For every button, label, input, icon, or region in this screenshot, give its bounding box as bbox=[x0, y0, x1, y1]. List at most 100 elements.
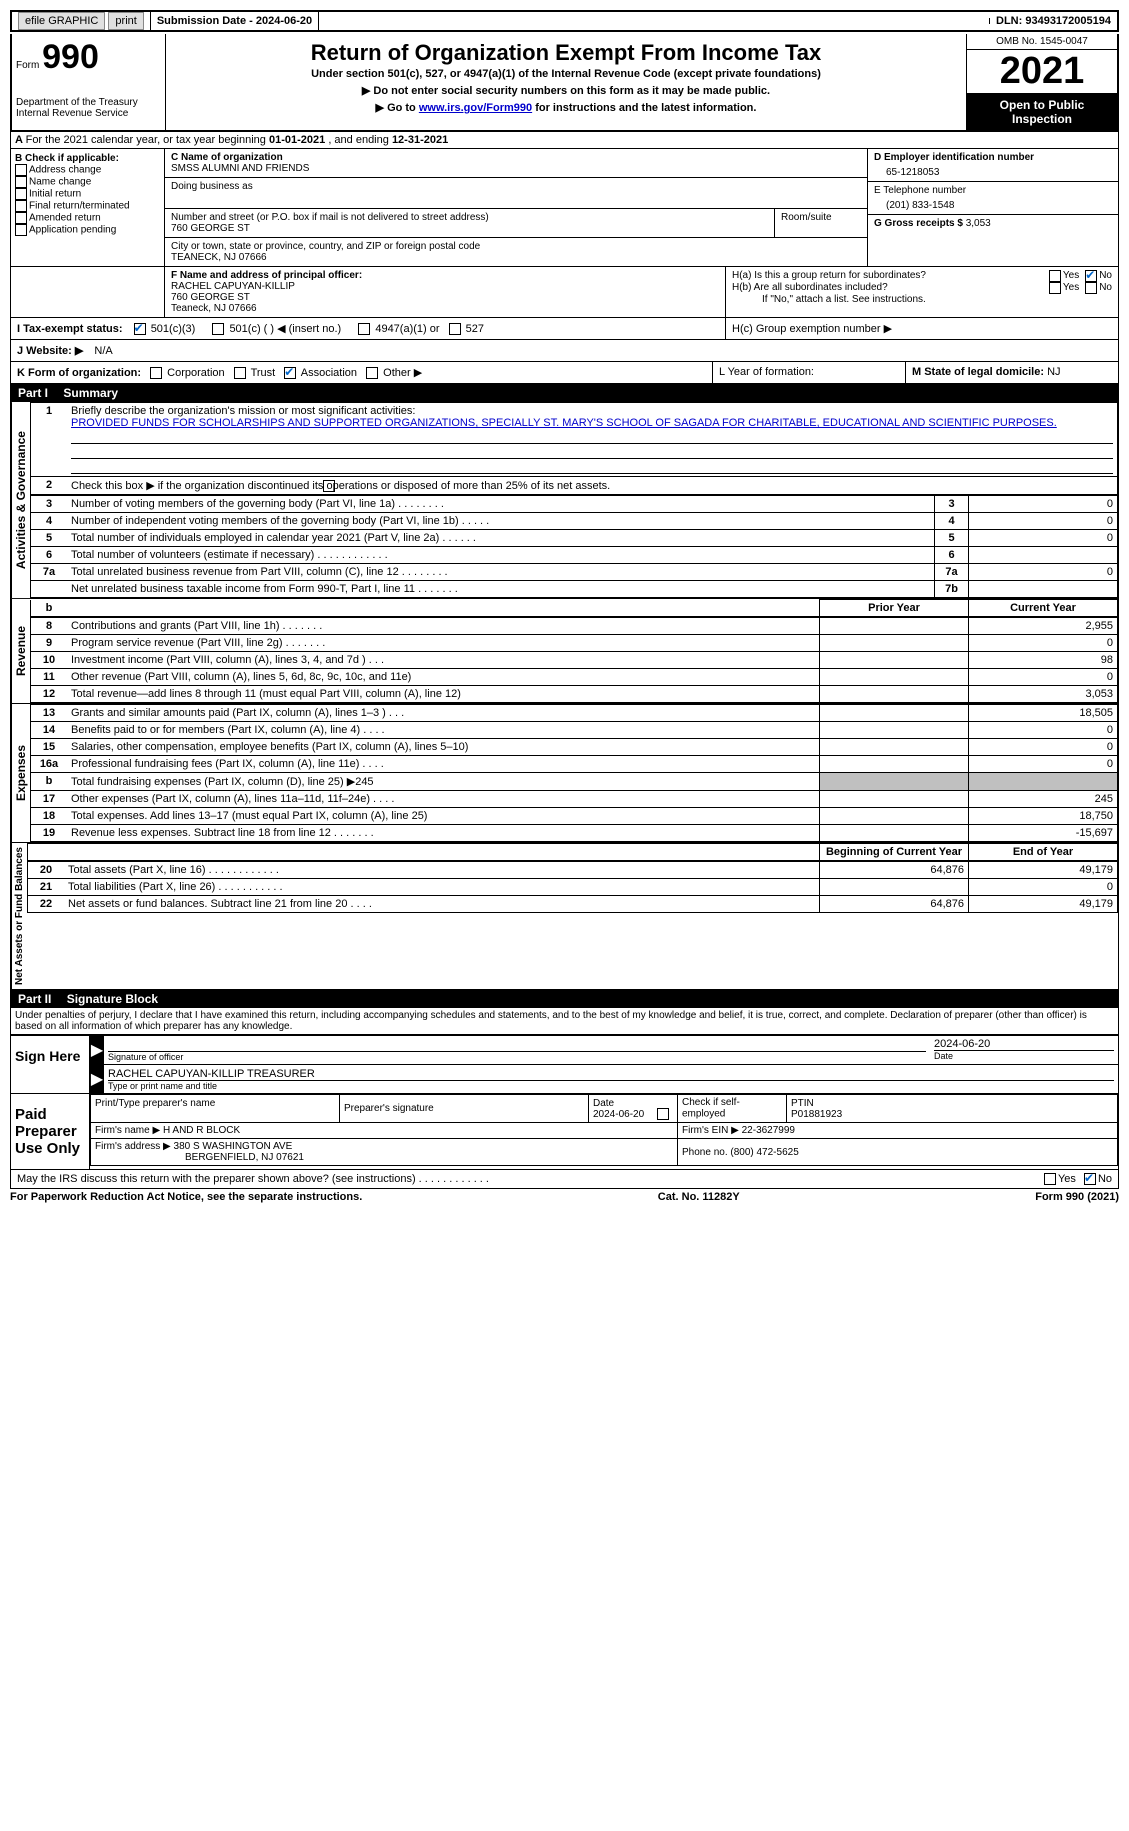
name-change: Name change bbox=[29, 177, 91, 188]
hc-label: H(c) Group exemption number ▶ bbox=[725, 318, 1118, 339]
sig-date-value: 2024-06-20 bbox=[934, 1038, 1114, 1050]
dln-label: DLN: bbox=[996, 15, 1025, 27]
officer-name: RACHEL CAPUYAN-KILLIP bbox=[171, 281, 719, 292]
name-change-check[interactable] bbox=[15, 176, 27, 188]
section-b-label: B Check if applicable: bbox=[15, 153, 160, 164]
amended-return: Amended return bbox=[29, 213, 101, 224]
end-year-header: End of Year bbox=[969, 844, 1118, 861]
public-inspection: Open to Public Inspection bbox=[967, 94, 1117, 130]
sign-here-label: Sign Here bbox=[11, 1036, 90, 1093]
prior-year-header: Prior Year bbox=[820, 600, 969, 617]
assoc-check[interactable] bbox=[284, 367, 296, 379]
website-value: N/A bbox=[94, 345, 112, 357]
hb-yes-check[interactable] bbox=[1049, 282, 1061, 294]
ha-yes-check[interactable] bbox=[1049, 270, 1061, 282]
begin-year-header: Beginning of Current Year bbox=[820, 844, 969, 861]
discontinue-check[interactable] bbox=[323, 480, 335, 492]
type-name-label: Type or print name and title bbox=[108, 1080, 1114, 1091]
yes-label-2: Yes bbox=[1063, 282, 1079, 294]
ha-no-check[interactable] bbox=[1085, 270, 1097, 282]
dln-value: 93493172005194 bbox=[1025, 15, 1111, 27]
pending-check[interactable] bbox=[15, 224, 27, 236]
opt-other: Other ▶ bbox=[383, 367, 422, 379]
firm-ein-label: Firm's EIN ▶ bbox=[682, 1125, 742, 1136]
no-label: No bbox=[1099, 270, 1112, 282]
vlabel-exp: Expenses bbox=[11, 704, 30, 842]
ein-value: 65-1218053 bbox=[874, 163, 1112, 178]
officer-name-title: RACHEL CAPUYAN-KILLIP TREASURER bbox=[108, 1068, 1114, 1080]
org-name: SMSS ALUMNI AND FRIENDS bbox=[171, 163, 861, 174]
no-label-2: No bbox=[1099, 282, 1112, 294]
sub-date: 2024-06-20 bbox=[256, 15, 312, 27]
officer-label: F Name and address of principal officer: bbox=[171, 270, 719, 281]
phone-value: (201) 833-1548 bbox=[874, 196, 1112, 211]
gross-value: 3,053 bbox=[966, 218, 991, 229]
vlabel-rev: Revenue bbox=[11, 599, 30, 703]
street-label: Number and street (or P.O. box if mail i… bbox=[171, 212, 768, 223]
final-check[interactable] bbox=[15, 200, 27, 212]
501c3-check[interactable] bbox=[134, 323, 146, 335]
amended-check[interactable] bbox=[15, 212, 27, 224]
opt-501c3: 501(c)(3) bbox=[151, 323, 196, 335]
firm-phone-label: Phone no. bbox=[682, 1147, 730, 1158]
city-value: TEANECK, NJ 07666 bbox=[171, 252, 861, 263]
form-label: Form bbox=[16, 60, 39, 71]
opt-corp: Corporation bbox=[167, 367, 224, 379]
gross-label: G Gross receipts $ bbox=[874, 218, 966, 229]
527-check[interactable] bbox=[449, 323, 461, 335]
final-return: Final return/terminated bbox=[29, 201, 130, 212]
initial-check[interactable] bbox=[15, 188, 27, 200]
ha-label: H(a) Is this a group return for subordin… bbox=[732, 270, 1049, 282]
corp-check[interactable] bbox=[150, 367, 162, 379]
line2-label: Check this box ▶ if the organization dis… bbox=[71, 480, 610, 492]
print-button[interactable]: print bbox=[108, 12, 143, 30]
4947-check[interactable] bbox=[358, 323, 370, 335]
domicile-label: M State of legal domicile: bbox=[912, 366, 1047, 378]
firm-city: BERGENFIELD, NJ 07621 bbox=[95, 1152, 304, 1163]
arrow-icon-2: ▶ bbox=[90, 1065, 104, 1093]
opt-527: 527 bbox=[466, 323, 484, 335]
ein-label: D Employer identification number bbox=[874, 152, 1112, 163]
opt-assoc: Association bbox=[301, 367, 357, 379]
firm-addr: 380 S WASHINGTON AVE bbox=[174, 1141, 293, 1152]
prep-date: 2024-06-20 bbox=[593, 1109, 644, 1120]
addr-change-check[interactable] bbox=[15, 164, 27, 176]
year-end: 12-31-2021 bbox=[392, 134, 448, 146]
discuss-label: May the IRS discuss this return with the… bbox=[17, 1173, 1044, 1185]
arrow-icon: ▶ bbox=[90, 1036, 104, 1064]
form-title: Return of Organization Exempt From Incom… bbox=[174, 40, 958, 66]
self-emp-check[interactable] bbox=[657, 1108, 669, 1120]
firm-name: H AND R BLOCK bbox=[163, 1125, 240, 1136]
officer-city: Teaneck, NJ 07666 bbox=[171, 303, 719, 314]
discuss-no-check[interactable] bbox=[1084, 1173, 1096, 1185]
hb-note: If "No," attach a list. See instructions… bbox=[732, 294, 1112, 305]
officer-street: 760 GEORGE ST bbox=[171, 292, 719, 303]
other-check[interactable] bbox=[366, 367, 378, 379]
irs-link[interactable]: www.irs.gov/Form990 bbox=[419, 102, 532, 114]
sub-date-label: Submission Date - bbox=[157, 15, 256, 27]
firm-phone: (800) 472-5625 bbox=[730, 1147, 798, 1158]
street-value: 760 GEORGE ST bbox=[171, 223, 768, 234]
mission-text: PROVIDED FUNDS FOR SCHOLARSHIPS AND SUPP… bbox=[71, 417, 1057, 429]
sig-officer-label: Signature of officer bbox=[108, 1051, 926, 1062]
footer-right: Form 990 (2021) bbox=[1035, 1191, 1119, 1203]
efile-button[interactable]: efile GRAPHIC bbox=[18, 12, 105, 30]
form-org-label: K Form of organization: bbox=[17, 367, 141, 379]
hb-no-check[interactable] bbox=[1085, 282, 1097, 294]
firm-addr-label: Firm's address ▶ bbox=[95, 1141, 174, 1152]
paid-preparer-label: Paid Preparer Use Only bbox=[11, 1094, 90, 1169]
self-emp-label: Check if self-employed bbox=[682, 1097, 740, 1120]
tax-year-label: For the 2021 calendar year, or tax year … bbox=[26, 134, 269, 146]
irs-label: Internal Revenue Service bbox=[16, 108, 161, 119]
current-year-header: Current Year bbox=[969, 600, 1118, 617]
ptin-label: PTIN bbox=[791, 1098, 814, 1109]
hb-label: H(b) Are all subordinates included? bbox=[732, 282, 1049, 294]
dept-treasury: Department of the Treasury bbox=[16, 97, 161, 108]
app-pending: Application pending bbox=[29, 225, 116, 236]
trust-check[interactable] bbox=[234, 367, 246, 379]
501c-check[interactable] bbox=[212, 323, 224, 335]
line1-label: Briefly describe the organization's miss… bbox=[71, 405, 415, 417]
part1-header: Part I Summary bbox=[10, 384, 1119, 402]
discuss-yes-check[interactable] bbox=[1044, 1173, 1056, 1185]
tax-year: 2021 bbox=[967, 49, 1117, 94]
